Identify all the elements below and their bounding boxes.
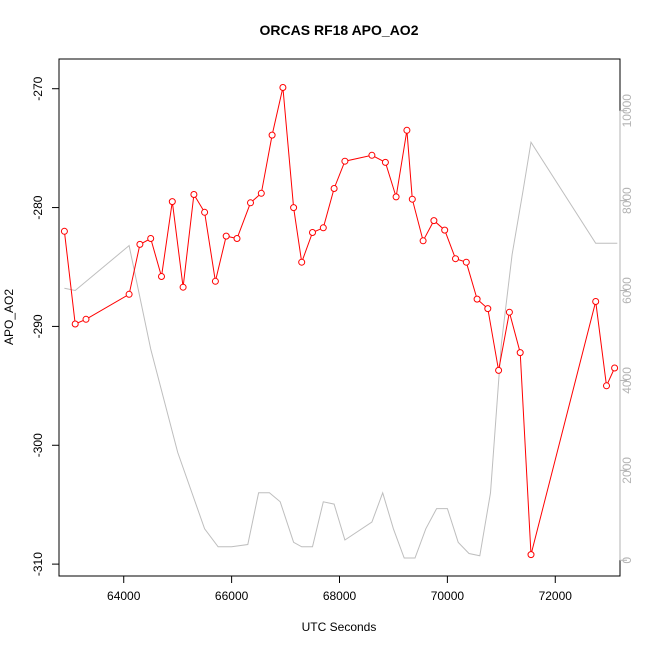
x-tick-label: 68000	[323, 589, 357, 603]
data-point	[257, 189, 265, 197]
data-point	[592, 298, 600, 305]
data-point	[381, 158, 389, 166]
data-point	[473, 295, 481, 303]
x-tick-label: 70000	[431, 589, 465, 603]
data-point	[222, 232, 230, 240]
y2-tick-label: 4000	[620, 367, 634, 394]
data-point	[419, 237, 427, 245]
data-point	[71, 320, 79, 328]
x-tick-label: 72000	[539, 589, 573, 603]
y-tick-label: -290	[31, 314, 45, 338]
data-point	[603, 382, 610, 390]
data-point	[452, 255, 459, 263]
y-axis-left: -310 -300 -290 -280 -270	[31, 76, 60, 576]
data-point	[309, 229, 316, 236]
x-tick-label: 66000	[215, 589, 249, 603]
y2-tick-label: 10000	[620, 94, 634, 128]
y-tick-label: -310	[31, 552, 45, 576]
data-point	[330, 185, 338, 192]
y2-tick-label: 6000	[620, 277, 634, 304]
data-point	[298, 258, 306, 266]
data-point	[279, 84, 287, 91]
data-point	[247, 199, 254, 207]
data-point	[516, 349, 524, 357]
y2-tick-label: 8000	[620, 187, 634, 214]
y2-tick-label: 2000	[620, 457, 634, 484]
y-tick-label: -280	[31, 195, 45, 219]
data-point	[201, 208, 209, 216]
data-point	[403, 126, 411, 134]
secondary-series-layer	[64, 140, 618, 559]
data-point	[341, 157, 349, 165]
chart-title: ORCAS RF18 APO_AO2	[260, 22, 419, 38]
data-point	[168, 198, 176, 206]
data-point	[147, 235, 155, 242]
x-tick-label: 64000	[107, 589, 141, 603]
y-axis-right: 0 2000 4000 6000 8000 10000	[619, 94, 634, 564]
data-point	[392, 193, 400, 201]
data-point	[495, 366, 503, 374]
data-point	[408, 195, 416, 203]
data-point	[319, 224, 327, 232]
data-point	[268, 131, 276, 139]
data-point	[611, 364, 619, 372]
data-point	[368, 151, 376, 159]
x-axis-label: UTC Seconds	[302, 620, 377, 634]
data-point	[527, 551, 535, 559]
data-point	[505, 308, 513, 316]
series-line-secondary	[64, 140, 618, 559]
data-point	[290, 204, 298, 212]
x-axis: 64000 66000 68000 70000 72000	[107, 575, 573, 603]
data-point	[82, 315, 90, 323]
data-point	[211, 277, 219, 285]
data-point	[430, 217, 438, 225]
data-point	[125, 290, 133, 298]
y-tick-label: -300	[31, 433, 45, 457]
primary-series-layer	[60, 84, 619, 559]
y-tick-label: -270	[31, 76, 45, 100]
y2-tick-label: 0	[620, 557, 634, 564]
data-point	[60, 227, 68, 235]
y-axis-label: APO_AO2	[2, 289, 16, 345]
data-point	[179, 283, 187, 291]
data-point	[484, 305, 492, 313]
data-point	[190, 191, 198, 198]
data-point	[462, 258, 470, 266]
data-point	[441, 226, 449, 234]
data-point	[233, 235, 241, 242]
data-point	[158, 273, 165, 280]
data-point	[136, 240, 144, 248]
